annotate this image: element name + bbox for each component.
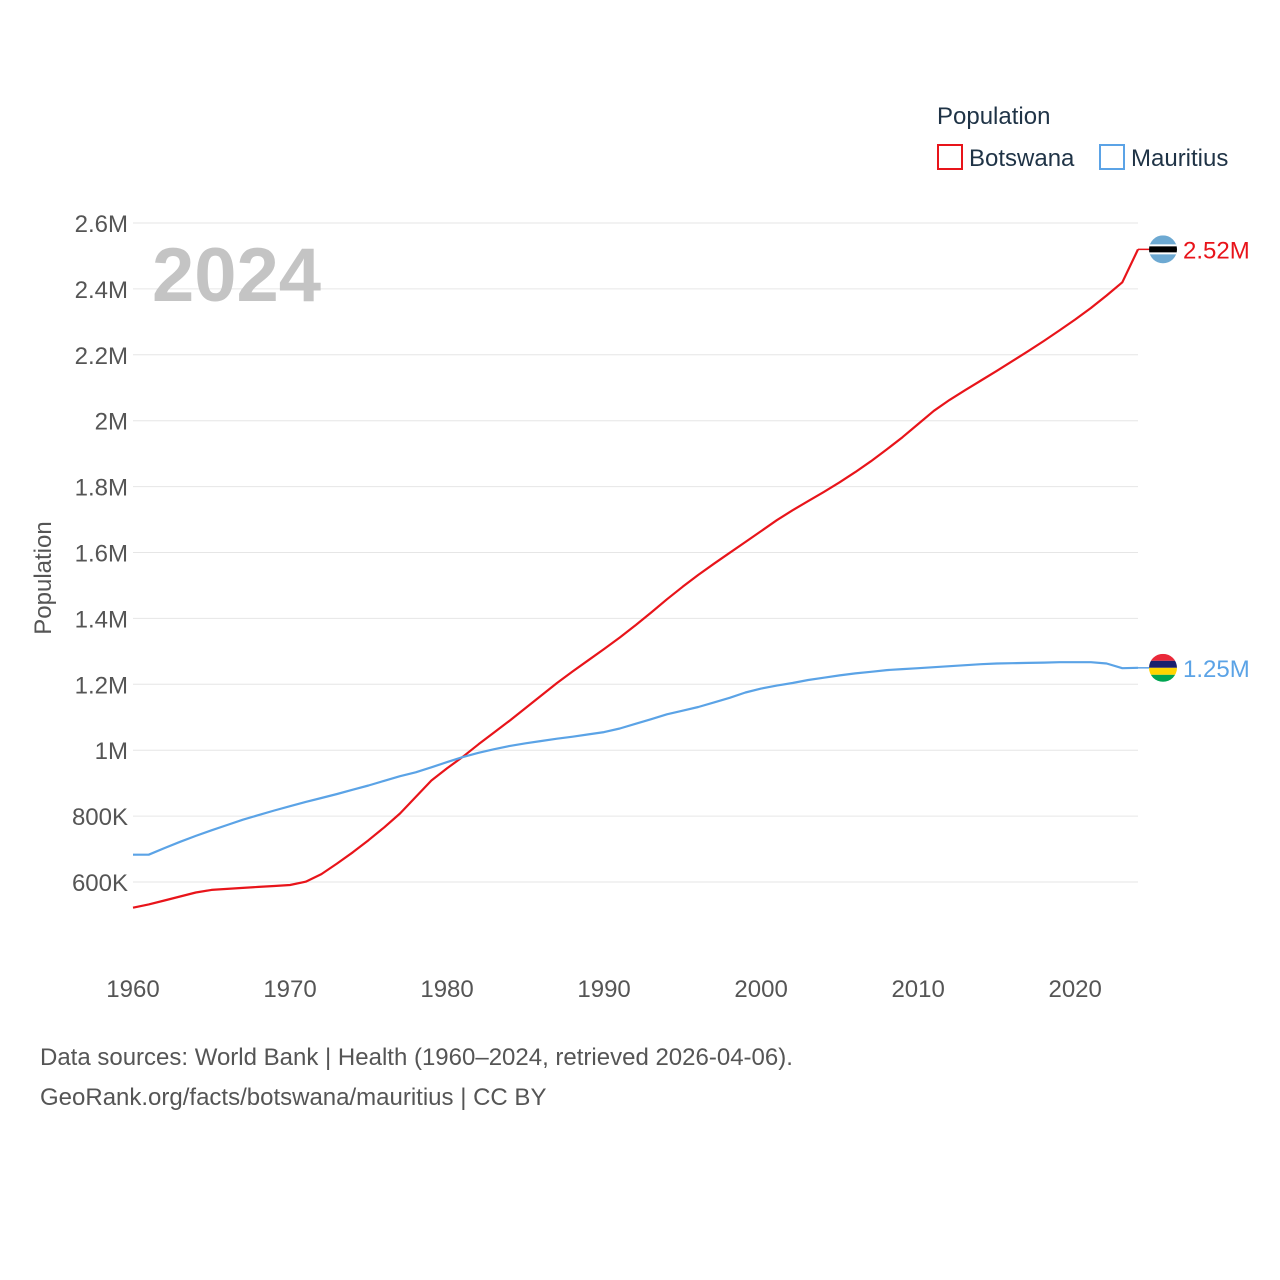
- legend-title: Population: [937, 103, 1050, 130]
- legend-swatch-botswana: [937, 144, 963, 170]
- end-label-mauritius: 1.25M: [1183, 656, 1250, 683]
- legend-label-mauritius: Mauritius: [1131, 145, 1228, 172]
- y-tick-label: 1.2M: [75, 672, 128, 699]
- y-tick-label: 800K: [72, 804, 128, 831]
- x-tick-label: 1990: [577, 976, 630, 1003]
- x-tick-label: 1970: [263, 976, 316, 1003]
- x-tick-label: 2020: [1048, 976, 1101, 1003]
- series-lines: [132, 248, 1139, 909]
- y-tick-label: 1M: [95, 738, 128, 765]
- x-tick-label: 2010: [891, 976, 944, 1003]
- y-tick-label: 600K: [72, 870, 128, 897]
- y-tick-label: 2.6M: [75, 211, 128, 238]
- y-tick-label: 2.4M: [75, 277, 128, 304]
- x-tick-label: 1980: [420, 976, 473, 1003]
- legend: Population Botswana Mauritius: [937, 103, 1228, 172]
- x-tick-label: 2000: [734, 976, 787, 1003]
- legend-label-botswana: Botswana: [969, 145, 1075, 172]
- gridlines: [133, 222, 1138, 883]
- series-line-botswana[interactable]: [132, 248, 1139, 909]
- x-tick-label: 1960: [106, 976, 159, 1003]
- legend-item-mauritius[interactable]: Mauritius: [1099, 144, 1228, 172]
- footer-sources: Data sources: World Bank | Health (1960–…: [40, 1044, 793, 1071]
- y-axis-ticks: 600K 800K 1M 1.2M 1.4M 1.6M 1.8M 2M 2.2M 2.4M 2.6M: [72, 211, 128, 897]
- y-tick-label: 1.8M: [75, 475, 128, 502]
- y-tick-label: 2.2M: [75, 343, 128, 370]
- footer-attribution: GeoRank.org/facts/botswana/mauritius | C…: [40, 1084, 547, 1111]
- x-axis-ticks: 1960 1970 1980 1990 2000 2010 2020: [106, 976, 1102, 1003]
- y-tick-label: 1.6M: [75, 541, 128, 568]
- end-markers: 2.52M 1.25M: [1138, 235, 1250, 683]
- legend-item-botswana[interactable]: Botswana: [937, 144, 1075, 172]
- botswana-flag-icon: [1149, 235, 1177, 264]
- year-watermark: 2024: [152, 233, 321, 318]
- series-line-mauritius[interactable]: [133, 661, 1139, 856]
- y-axis-title: Population: [30, 521, 57, 634]
- y-tick-label: 2M: [95, 409, 128, 436]
- y-tick-label: 1.4M: [75, 606, 128, 633]
- legend-swatch-mauritius: [1099, 144, 1125, 170]
- end-label-botswana: 2.52M: [1183, 237, 1250, 264]
- mauritius-flag-icon: [1149, 653, 1177, 682]
